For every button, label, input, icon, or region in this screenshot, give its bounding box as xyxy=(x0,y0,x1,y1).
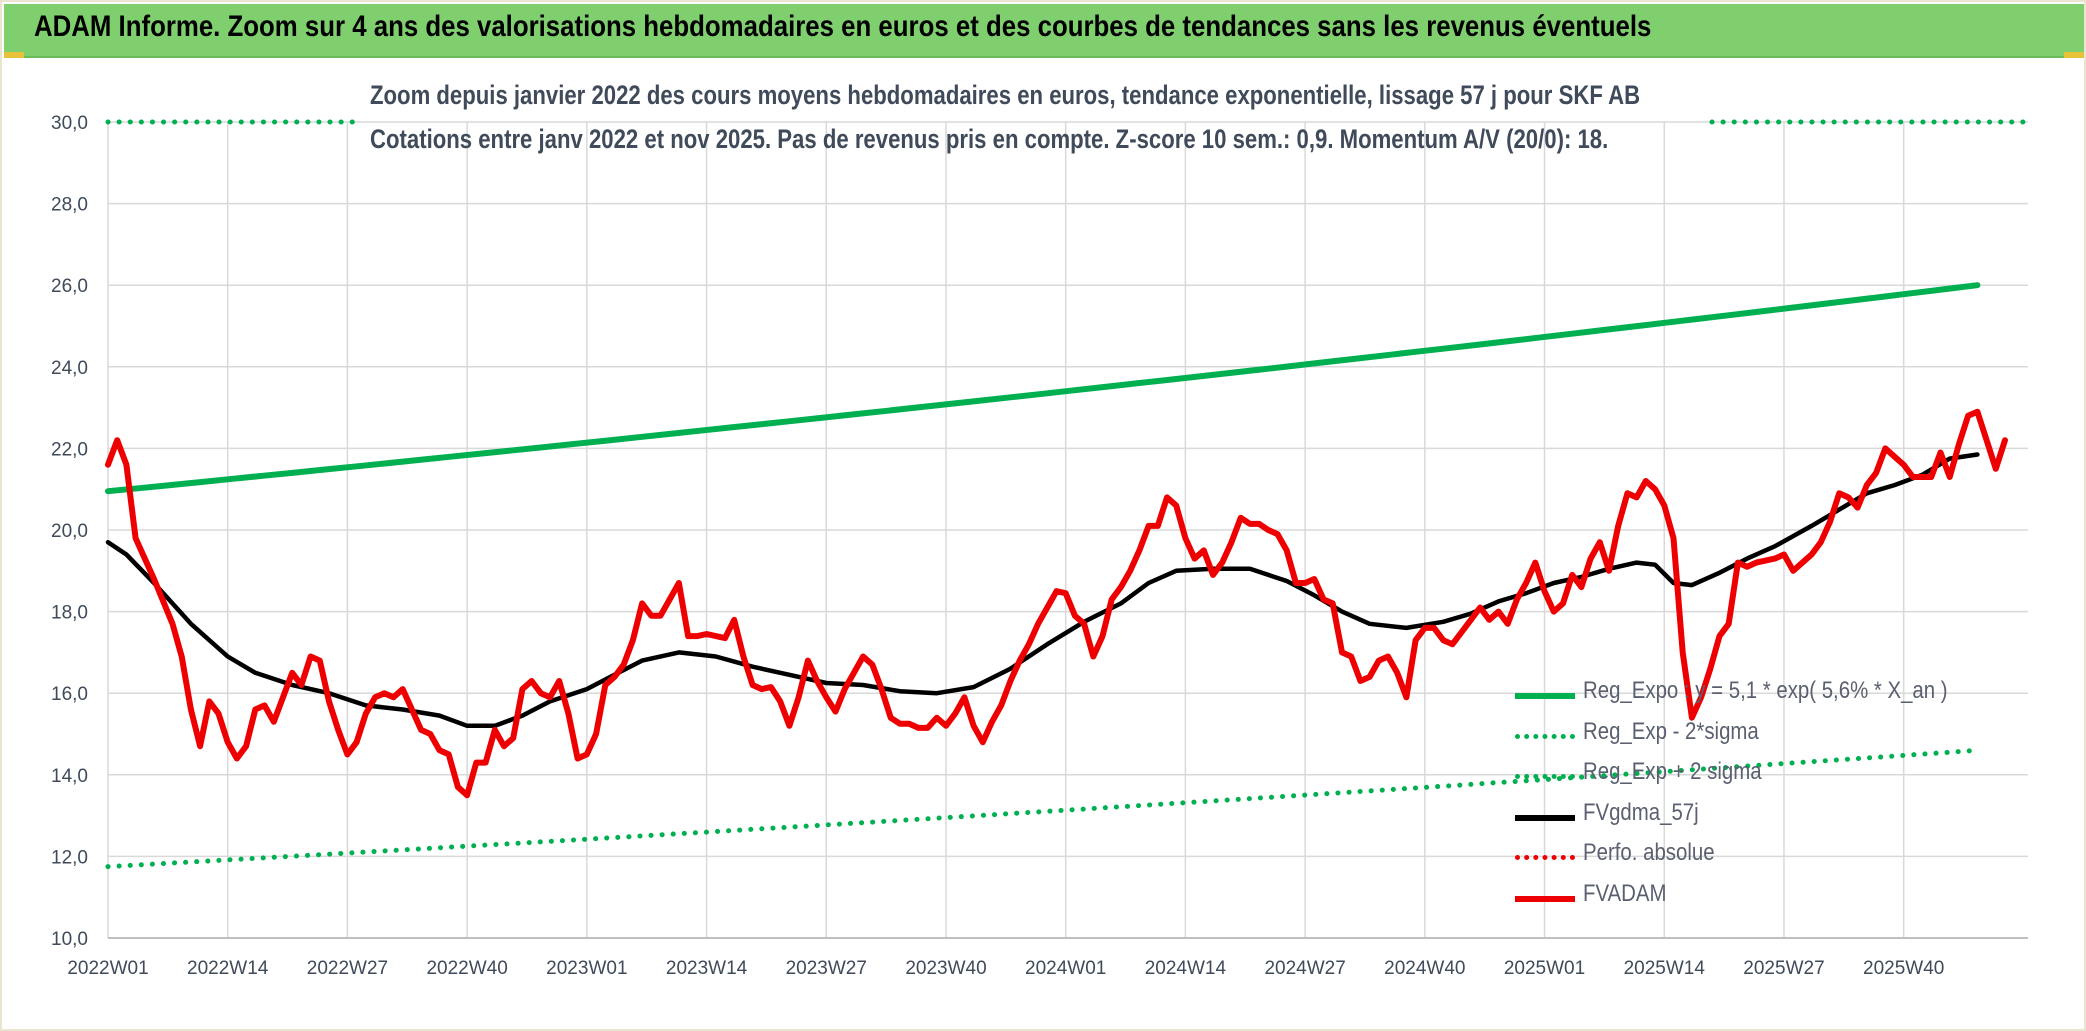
y-tick-label: 16,0 xyxy=(51,684,88,705)
legend-label: FVADAM xyxy=(1583,879,1667,907)
x-tick-label: 2022W01 xyxy=(67,958,148,979)
x-tick-label: 2023W40 xyxy=(905,958,986,979)
x-tick-label: 2022W14 xyxy=(187,958,269,979)
legend-label: FVgdma_57j xyxy=(1583,798,1699,826)
chart-subtitle-line-1: Zoom depuis janvier 2022 des cours moyen… xyxy=(370,80,1641,110)
y-tick-label: 24,0 xyxy=(51,358,88,379)
banner-corner-right xyxy=(2064,52,2084,58)
x-tick-label: 2023W14 xyxy=(666,958,748,979)
legend-swatch xyxy=(1515,855,1575,860)
legend-item: Reg_Exp + 2 sigma xyxy=(1515,756,2015,797)
legend-item: Perfo. absolue xyxy=(1515,837,2015,878)
legend-item: FVADAM xyxy=(1515,878,2015,919)
y-tick-label: 28,0 xyxy=(51,195,88,216)
series-fvgdma-57j xyxy=(105,452,1980,729)
x-tick-label: 2025W27 xyxy=(1743,958,1824,979)
x-tick-label: 2023W27 xyxy=(786,958,867,979)
x-tick-label: 2024W01 xyxy=(1025,958,1106,979)
series-reg-exp-minus-2sigma xyxy=(105,747,1980,870)
x-tick-label: 2022W27 xyxy=(307,958,388,979)
series-reg-expo xyxy=(105,282,1981,495)
chart-legend: Reg_Expo : y = 5,1 * exp( 5,6% * X_an ) R… xyxy=(1515,675,2015,918)
y-tick-label: 20,0 xyxy=(51,521,88,542)
chart-subtitle-line-2: Cotations entre janv 2022 et nov 2025. P… xyxy=(370,124,1609,154)
x-tick-label: 2022W40 xyxy=(426,958,507,979)
report-title: ADAM Informe. Zoom sur 4 ans des valoris… xyxy=(34,10,1652,43)
legend-swatch xyxy=(1515,733,1575,739)
x-tick-label: 2025W40 xyxy=(1863,958,1944,979)
legend-swatch xyxy=(1515,693,1575,699)
legend-swatch xyxy=(1515,774,1575,779)
legend-label: Reg_Exp - 2*sigma xyxy=(1583,717,1759,745)
series-fvadam xyxy=(105,408,2008,799)
legend-swatch xyxy=(1515,814,1575,821)
x-tick-label: 2025W01 xyxy=(1504,958,1585,979)
x-tick-label: 2025W14 xyxy=(1624,958,1706,979)
y-tick-label: 12,0 xyxy=(51,847,88,868)
legend-swatch xyxy=(1515,895,1575,902)
title-banner: ADAM Informe. Zoom sur 4 ans des valoris… xyxy=(4,4,2084,58)
x-tick-label: 2024W40 xyxy=(1384,958,1465,979)
legend-label: Reg_Expo : y = 5,1 * exp( 5,6% * X_an ) xyxy=(1583,677,1948,704)
y-tick-label: 10,0 xyxy=(51,929,88,950)
legend-item: FVgdma_57j xyxy=(1515,797,2015,838)
x-tick-label: 2023W01 xyxy=(546,958,627,979)
legend-item: Reg_Exp - 2*sigma xyxy=(1515,716,2015,757)
y-tick-label: 14,0 xyxy=(51,766,88,787)
banner-corner-left xyxy=(4,52,24,58)
legend-label: Perfo. absolue xyxy=(1583,839,1715,866)
x-tick-label: 2024W27 xyxy=(1264,958,1345,979)
y-tick-label: 22,0 xyxy=(51,439,88,460)
y-tick-label: 18,0 xyxy=(51,603,88,624)
legend-label: Reg_Exp + 2 sigma xyxy=(1583,758,1762,785)
legend-item: Reg_Expo : y = 5,1 * exp( 5,6% * X_an ) xyxy=(1515,675,2015,716)
x-tick-label: 2024W14 xyxy=(1145,958,1227,979)
y-tick-label: 30,0 xyxy=(51,113,88,134)
y-tick-label: 26,0 xyxy=(51,276,88,297)
